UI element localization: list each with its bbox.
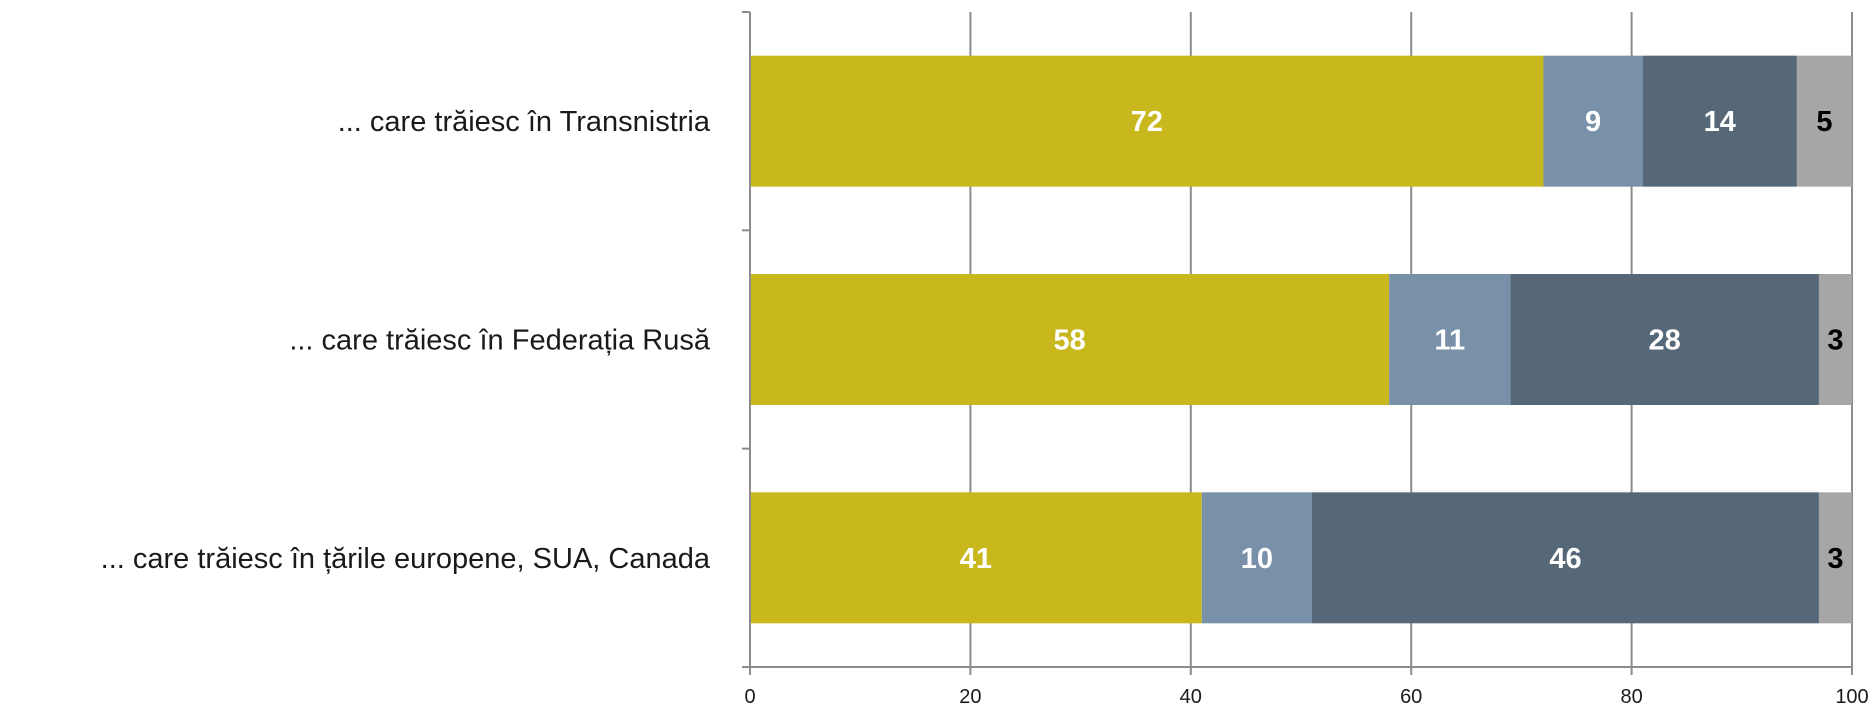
data-label: 58 [1053,325,1085,357]
x-tick-label: 80 [1620,686,1642,708]
x-tick-label: 100 [1835,686,1868,708]
x-tick-label: 0 [744,686,755,708]
data-label: 5 [1816,106,1832,138]
x-tick-label: 60 [1400,686,1422,708]
bar-segment [1818,492,1852,624]
bar-segment [1510,274,1819,405]
data-label: 10 [1241,543,1273,575]
data-label: 3 [1827,543,1843,575]
data-label: 41 [960,543,992,575]
x-tick-label: 40 [1180,686,1202,708]
category-label: ... care trăiesc în Federația Rusă [289,325,711,357]
bars [750,55,1852,624]
data-label: 11 [1434,325,1465,357]
data-label: 14 [1704,106,1736,138]
data-label: 72 [1131,106,1163,138]
data-label: 9 [1585,106,1601,138]
data-label: 46 [1549,543,1581,575]
category-label: ... care trăiesc în țările europene, SUA… [101,543,711,575]
bar-segment [750,55,1544,187]
bar-segment [750,492,1202,624]
data-label: 28 [1649,325,1681,357]
bar-segment [1818,274,1852,405]
bar-segment [1796,55,1852,187]
bar-segment [1312,492,1819,624]
data-label: 3 [1827,325,1843,357]
x-tick-label: 20 [959,686,981,708]
bar-segment [1201,492,1313,624]
category-label: ... care trăiesc în Transnistria [338,106,711,138]
bar-segment [1642,55,1797,187]
bar-segment [750,274,1390,405]
axes [742,11,1853,675]
bar-segment [1389,274,1511,405]
labels: 72 9 14 5 ... care trăiesc în Transnistria 58… [101,106,1869,708]
bar-segment [1543,55,1643,187]
